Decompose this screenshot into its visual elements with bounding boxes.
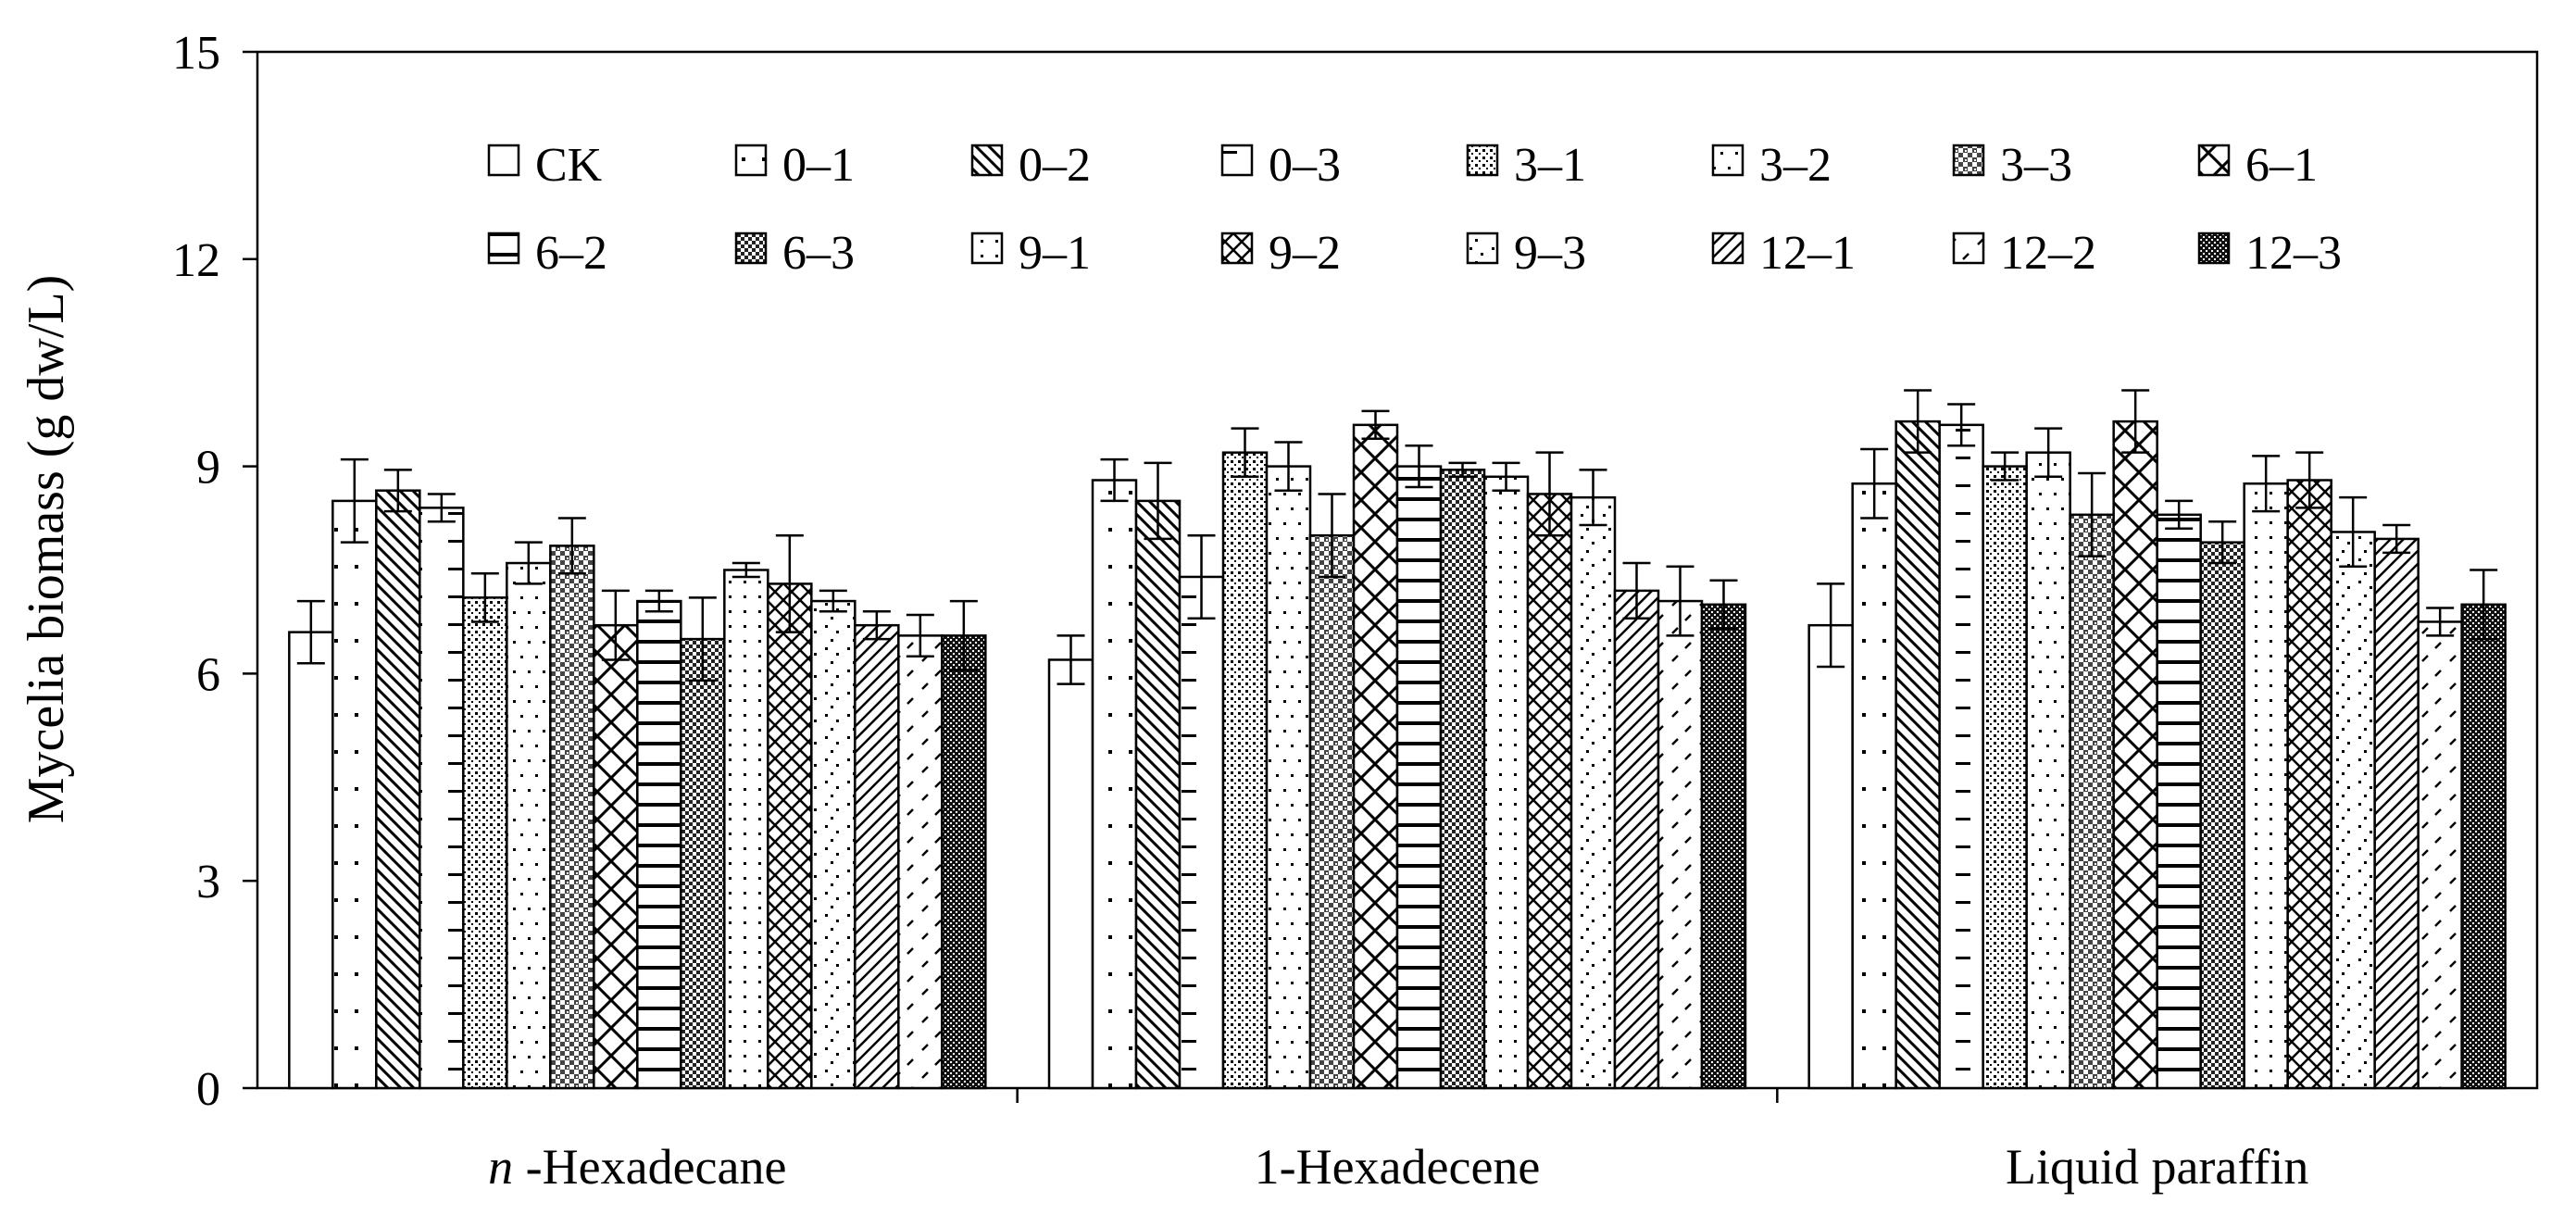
bar — [1395, 465, 1443, 1090]
legend-swatch — [1466, 144, 1499, 177]
legend-swatch — [1220, 144, 1254, 177]
legend-label: 3–3 — [2000, 139, 2072, 192]
bar — [2069, 513, 2115, 1090]
bar — [1613, 589, 1660, 1090]
y-tick-label: 12 — [172, 234, 220, 287]
bar — [941, 634, 987, 1090]
bar — [1851, 482, 1897, 1090]
bar — [810, 599, 857, 1090]
legend-swatch — [734, 144, 768, 177]
bar — [1134, 499, 1182, 1090]
bar — [419, 507, 465, 1090]
bar — [1894, 419, 1941, 1090]
legend-label: 9–1 — [1019, 227, 1091, 280]
bar — [1700, 603, 1747, 1090]
legend-label: 0–3 — [1269, 139, 1341, 192]
legend-swatch — [1952, 232, 1985, 265]
bar — [2243, 482, 2289, 1090]
bar — [1569, 495, 1617, 1090]
bar — [1938, 423, 1984, 1090]
bar — [2156, 513, 2202, 1090]
bar — [767, 582, 813, 1090]
x-category-label: 1-Hexadecene — [1255, 1139, 1541, 1195]
legend-swatch — [1466, 232, 1499, 265]
bar — [680, 637, 726, 1090]
bar — [2373, 537, 2420, 1090]
legend-label: 0–2 — [1019, 139, 1091, 192]
legend-swatch — [2197, 232, 2231, 265]
legend-label: 3–2 — [1759, 139, 1832, 192]
y-tick-label: 9 — [196, 442, 220, 495]
x-category-label-text: 1-Hexadecene — [1255, 1139, 1541, 1195]
bar — [506, 561, 552, 1090]
bar — [1482, 475, 1530, 1090]
x-category-label-text: -Hexadecane — [513, 1139, 786, 1195]
legend-label: 12–3 — [2245, 227, 2342, 280]
bar — [2330, 531, 2376, 1090]
x-category-label-italic: n — [488, 1139, 513, 1195]
bar — [2417, 620, 2463, 1090]
legend-swatch — [970, 232, 1004, 265]
legend-swatch — [2197, 144, 2231, 177]
error-bars — [296, 389, 2498, 685]
y-tick-label: 15 — [172, 27, 220, 80]
legend-swatch — [487, 232, 520, 265]
bar — [462, 596, 508, 1090]
bar — [1439, 469, 1486, 1090]
x-category-label: Liquid paraffin — [2006, 1139, 2308, 1195]
bar — [1982, 465, 2028, 1090]
y-tick-label: 6 — [196, 648, 220, 701]
legend-swatch — [734, 232, 768, 265]
bar — [288, 631, 334, 1090]
bar — [331, 499, 378, 1090]
x-category-label: n -Hexadecane — [488, 1139, 786, 1195]
bar — [1221, 451, 1269, 1090]
bar — [375, 489, 421, 1090]
legend-swatch — [487, 144, 520, 177]
x-category-label-text: Liquid paraffin — [2006, 1139, 2308, 1195]
legend-label: 6–3 — [782, 227, 855, 280]
bar — [1265, 465, 1312, 1090]
legend-label: 12–1 — [1759, 227, 1856, 280]
bar — [1526, 493, 1573, 1090]
legend-label: 9–3 — [1514, 227, 1586, 280]
bars — [288, 419, 2507, 1090]
legend-swatch — [1711, 144, 1744, 177]
legend-label: 12–2 — [2000, 227, 2096, 280]
y-tick-label: 0 — [196, 1063, 220, 1116]
bar — [1047, 658, 1094, 1090]
legend-label: 0–1 — [782, 139, 855, 192]
bar — [2286, 479, 2332, 1090]
bar — [2199, 541, 2245, 1090]
bar — [854, 623, 900, 1090]
bar — [1091, 479, 1138, 1090]
legend-label: CK — [535, 139, 603, 192]
bar — [723, 569, 769, 1090]
legend-label: 6–1 — [2245, 139, 2318, 192]
bar — [593, 623, 639, 1090]
bar — [636, 599, 682, 1090]
bar — [897, 634, 944, 1090]
y-axis-title: Mycelia biomass (g dw/L) — [18, 275, 75, 824]
y-tick-label: 3 — [196, 856, 220, 908]
legend-swatch — [1220, 232, 1254, 265]
legend-swatch — [970, 144, 1004, 177]
bar — [1352, 423, 1399, 1090]
legend-label: 3–1 — [1514, 139, 1586, 192]
legend-swatch — [1952, 144, 1985, 177]
bar — [1308, 533, 1356, 1090]
bar — [1178, 575, 1225, 1090]
bar — [549, 545, 595, 1090]
bar — [1657, 599, 1704, 1090]
bar — [1807, 623, 1854, 1090]
x-axis: n -Hexadecane 1-Hexadecene Liquid paraffin — [488, 1088, 2308, 1195]
bar — [2460, 603, 2507, 1090]
legend-swatch — [1711, 232, 1744, 265]
bar — [2025, 451, 2071, 1090]
bar — [2112, 419, 2158, 1090]
legend-label: 9–2 — [1269, 227, 1341, 280]
legend-label: 6–2 — [535, 227, 607, 280]
legend: CK 0–1 0–2 0–3 3–1 3–2 3–3 6–1 6–2 6–3 9–1 9–2 9–3 12… — [487, 139, 2342, 280]
